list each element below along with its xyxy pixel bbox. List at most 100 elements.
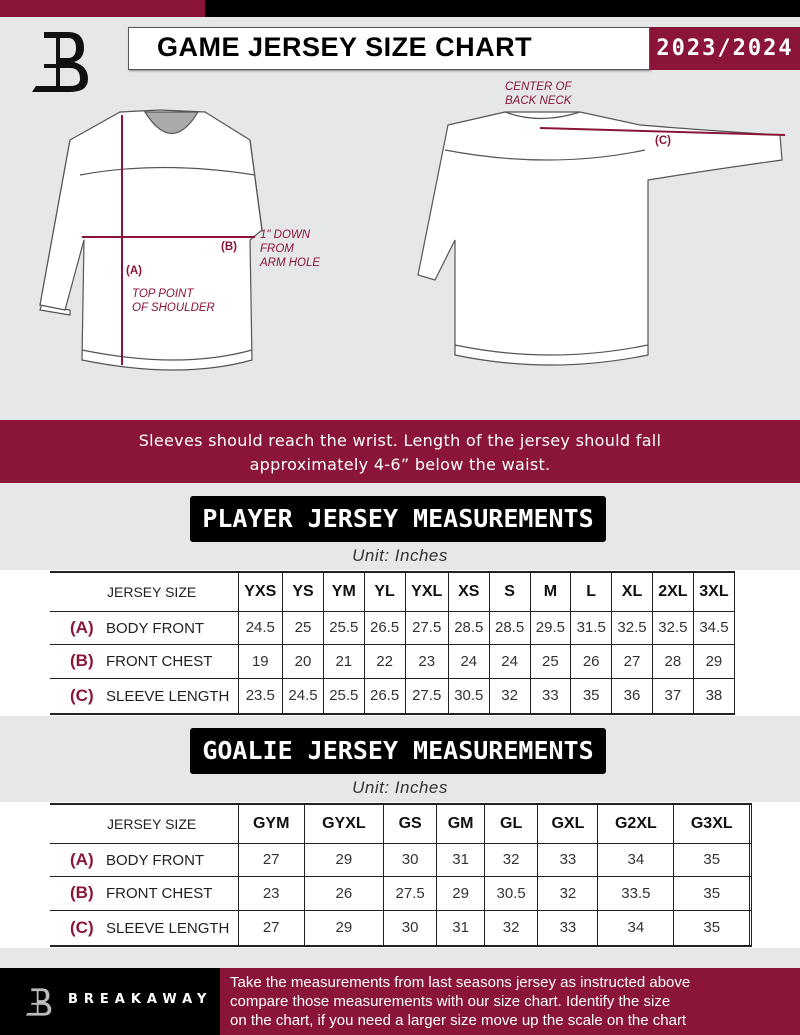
size-col-header: 3XL [692, 571, 736, 612]
table-cell: 31 [436, 842, 485, 877]
row-letter: (C) [70, 685, 94, 705]
table-cell: 25 [282, 610, 324, 645]
label-c: (C) [655, 135, 671, 147]
note-b-line1: 1" DOWN [260, 229, 311, 241]
table-cell: 25.5 [322, 610, 365, 645]
table-cell: 32 [483, 909, 539, 947]
table-cell: 29.5 [529, 610, 572, 645]
table-cell: 33 [529, 677, 572, 715]
note-a-line2: OF SHOULDER [132, 302, 215, 314]
footer-line1: Take the measurements from last seasons … [230, 974, 691, 991]
table-cell: 28.5 [447, 610, 490, 645]
table-cell: 30 [382, 909, 438, 947]
row-label: (A) BODY FRONT [50, 842, 239, 877]
table-cell: 35 [570, 677, 613, 715]
size-col-header: YL [363, 571, 406, 612]
size-col-header: YXS [237, 571, 284, 612]
row-label: (B) FRONT CHEST [50, 643, 239, 679]
table-cell: 28 [651, 643, 694, 679]
note-c-line2: BACK NECK [505, 95, 572, 107]
size-col-header [749, 803, 752, 844]
size-col-header: GYM [237, 803, 305, 844]
note-a-line1: TOP POINT [132, 288, 194, 300]
instruction-line2: approximately 4-6” below the waist. [249, 455, 551, 474]
note-b-line3: ARM HOLE [260, 257, 321, 269]
size-col-header: 2XL [651, 571, 694, 612]
table-header-row: JERSEY SIZE GYM GYXL GS GM GL GXL G2XL G3XL [50, 803, 752, 844]
table-cell [749, 909, 752, 947]
table-cell: 28.5 [488, 610, 531, 645]
table-cell: 24 [447, 643, 490, 679]
footer-line2: compare those measurements with our size… [230, 993, 671, 1010]
row-letter: (A) [70, 849, 94, 869]
size-col-header: YXL [404, 571, 449, 612]
table-cell: 36 [611, 677, 653, 715]
table-row: (C) SLEEVE LENGTH 27 29 30 31 32 33 34 35 [50, 909, 752, 947]
footer-logo [25, 988, 52, 1016]
player-section-title: PLAYER JERSEY MEASUREMENTS [190, 496, 606, 542]
table-cell: 34 [597, 909, 675, 947]
table-row: (A) BODY FRONT 24.5 25 25.5 26.5 27.5 28.5 28.5 2… [50, 610, 736, 645]
label-a: (A) [126, 265, 142, 277]
row-label: (B) FRONT CHEST [50, 875, 239, 911]
size-col-header: M [529, 571, 572, 612]
row-name: FRONT CHEST [106, 885, 213, 902]
size-header: JERSEY SIZE [50, 571, 239, 612]
size-col-header: GM [436, 803, 485, 844]
top-accent-bar [0, 0, 205, 17]
note-b-line2: FROM [260, 243, 294, 255]
size-col-header: S [488, 571, 531, 612]
player-size-table: JERSEY SIZE YXS YS YM YL YXL XS S M L XL 2XL 3XL (A) B… [50, 571, 736, 715]
table-cell: 37 [651, 677, 694, 715]
table-cell: 27.5 [404, 610, 449, 645]
footer-brand-panel [0, 968, 220, 1035]
table-cell: 32.5 [651, 610, 694, 645]
row-name: BODY FRONT [106, 851, 205, 869]
size-col-header: YS [282, 571, 324, 612]
table-cell: 33 [537, 842, 599, 877]
table-cell: 23 [237, 875, 305, 911]
goalie-section-title: GOALIE JERSEY MEASUREMENTS [190, 728, 606, 774]
table-cell: 23.5 [237, 677, 284, 715]
measurement-lines [82, 115, 786, 365]
season-badge: 2023/2024 [650, 27, 800, 70]
table-cell: 32.5 [611, 610, 653, 645]
size-col-header: GS [382, 803, 438, 844]
table-cell: 26 [303, 875, 384, 911]
size-col-header: L [570, 571, 613, 612]
table-cell: 31.5 [570, 610, 613, 645]
table-header-row: JERSEY SIZE YXS YS YM YL YXL XS S M L XL 2XL 3XL [50, 571, 736, 612]
table-row: (C) SLEEVE LENGTH 23.5 24.5 25.5 26.5 27.5 30.5… [50, 677, 736, 715]
table-cell: 30 [382, 842, 438, 877]
table-row: (A) BODY FRONT 27 29 30 31 32 33 34 35 [50, 842, 752, 877]
table-cell: 27.5 [382, 875, 438, 911]
front-jersey-outline [39, 109, 263, 371]
table-cell: 26 [570, 643, 613, 679]
table-cell: 33.5 [597, 875, 675, 911]
table-cell: 20 [282, 643, 324, 679]
row-name: BODY FRONT [106, 619, 205, 637]
size-col-header: GL [483, 803, 539, 844]
table-cell: 26.5 [363, 677, 406, 715]
size-col-header: YM [322, 571, 365, 612]
table-cell: 29 [303, 909, 384, 947]
row-letter: (B) [70, 651, 94, 670]
table-cell [749, 875, 752, 911]
footer-line3: on the chart, if you need a larger size … [230, 1012, 687, 1029]
table-cell: 34 [597, 842, 675, 877]
table-cell: 29 [303, 842, 384, 877]
instruction-band: Sleeves should reach the wrist. Length o… [0, 420, 800, 483]
row-letter: (C) [70, 917, 94, 937]
size-header: JERSEY SIZE [50, 803, 239, 844]
table-cell: 21 [322, 643, 365, 679]
row-letter: (A) [70, 617, 94, 637]
table-cell: 29 [692, 643, 736, 679]
table-cell: 35 [673, 909, 751, 947]
table-cell: 26.5 [363, 610, 406, 645]
table-cell: 32 [483, 842, 539, 877]
instruction-line1: Sleeves should reach the wrist. Length o… [138, 431, 662, 450]
table-cell: 30.5 [483, 875, 539, 911]
row-label: (C) SLEEVE LENGTH [50, 909, 239, 947]
goalie-unit: Unit: Inches [352, 778, 448, 797]
table-cell: 35 [673, 842, 751, 877]
